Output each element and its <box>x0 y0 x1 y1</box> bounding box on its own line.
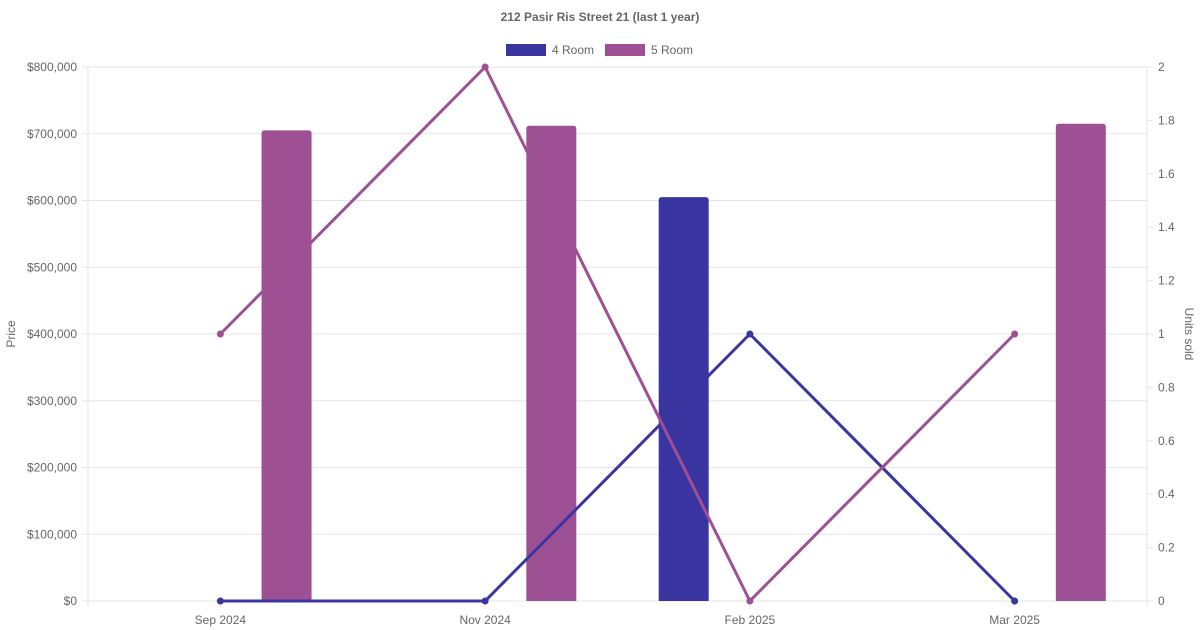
legend: 4 Room 5 Room <box>506 43 693 57</box>
x-tick-label: Feb 2025 <box>725 613 776 627</box>
point-4-room <box>216 597 224 605</box>
y-right-tick-label: 1 <box>1158 327 1165 341</box>
y-right-tick-label: 1.2 <box>1158 274 1175 288</box>
bar-5-room <box>261 130 312 601</box>
y-right-tick-label: 0.4 <box>1158 487 1175 501</box>
x-axis-ticks: Sep 2024 Nov 2024 Feb 2025 Mar 2025 <box>195 613 1041 627</box>
legend-swatch-5-room[interactable] <box>605 44 645 56</box>
x-tick-label: Mar 2025 <box>989 613 1040 627</box>
y-right-tick-label: 0 <box>1158 594 1165 608</box>
point-5-room <box>746 597 754 605</box>
y-right-tick-label: 0.2 <box>1158 541 1175 555</box>
y-left-tick-label: $700,000 <box>27 127 77 141</box>
y-left-tick-label: $300,000 <box>27 394 77 408</box>
y-left-tick-label: $200,000 <box>27 461 77 475</box>
bars <box>261 123 1106 602</box>
y-right-tick-label: 0.6 <box>1158 434 1175 448</box>
point-5-room <box>1011 330 1019 338</box>
y-left-tick-label: $800,000 <box>27 60 77 74</box>
y-left-tick-label: $500,000 <box>27 260 77 274</box>
y-right-tick-label: 0.8 <box>1158 380 1175 394</box>
x-tick-label: Sep 2024 <box>195 613 247 627</box>
y-left-tick-label: $600,000 <box>27 194 77 208</box>
chart-title: 212 Pasir Ris Street 21 (last 1 year) <box>501 10 700 24</box>
line-5-room <box>219 65 1016 603</box>
left-axis-ticks: $0 $100,000 $200,000 $300,000 $400,000 $500,0… <box>27 60 77 608</box>
y-left-tick-label: $100,000 <box>27 527 77 541</box>
y-left-tick-label: $0 <box>64 594 78 608</box>
lines <box>216 63 1019 605</box>
y-axis-right-title: Units sold <box>1182 308 1196 361</box>
right-axis-ticks: 0 0.2 0.4 0.6 0.8 1 1.2 1.4 1.6 1.8 2 <box>1158 60 1175 608</box>
legend-swatch-4-room[interactable] <box>506 44 546 56</box>
point-4-room <box>481 597 489 605</box>
legend-label-5-room[interactable]: 5 Room <box>651 43 693 57</box>
point-5-room <box>481 63 489 71</box>
x-tick-label: Nov 2024 <box>459 613 511 627</box>
y-axis-left-title: Price <box>4 320 18 348</box>
bar-5-room <box>1055 123 1106 602</box>
gridlines <box>82 66 1153 607</box>
y-left-tick-label: $400,000 <box>27 327 77 341</box>
point-5-room <box>216 330 224 338</box>
y-right-tick-label: 1.6 <box>1158 167 1175 181</box>
y-right-tick-label: 2 <box>1158 60 1165 74</box>
bar-5-room <box>526 125 577 602</box>
y-right-tick-label: 1.4 <box>1158 220 1175 234</box>
point-4-room <box>1011 597 1019 605</box>
y-right-tick-label: 1.8 <box>1158 113 1175 127</box>
legend-label-4-room[interactable]: 4 Room <box>552 43 594 57</box>
point-4-room <box>746 330 754 338</box>
